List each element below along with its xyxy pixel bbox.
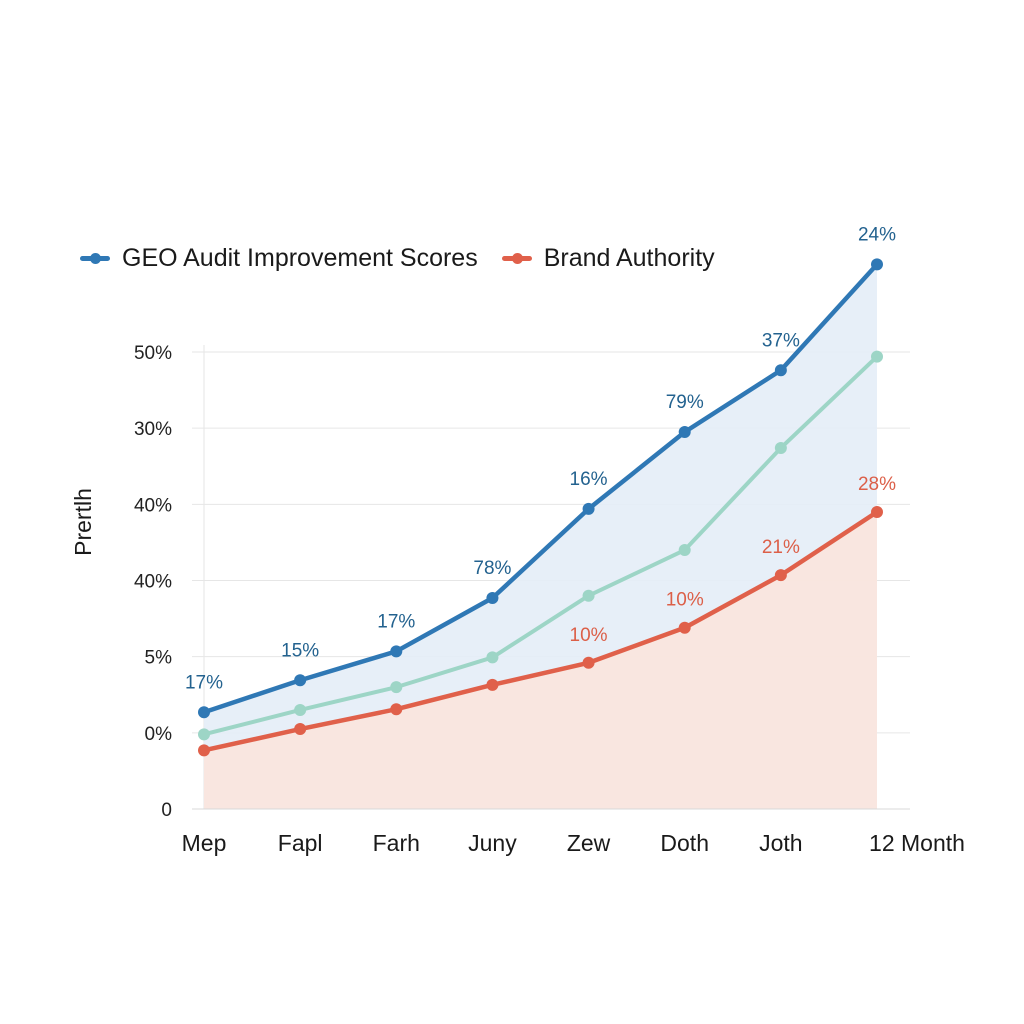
data-point: [871, 505, 883, 518]
data-point: [678, 544, 691, 557]
legend-label-geo: GEO Audit Improvement Scores: [122, 244, 478, 272]
data-point: [678, 621, 691, 634]
data-point: [294, 674, 307, 687]
data-point: [774, 441, 787, 454]
y-tick-label: 40%: [134, 572, 172, 593]
data-label: 37%: [762, 330, 800, 351]
y-tick-label: 0%: [145, 724, 173, 745]
data-point: [582, 656, 595, 669]
data-label: 17%: [185, 672, 223, 693]
y-tick-label: 50%: [134, 343, 172, 364]
series-line-2: [203, 510, 879, 753]
data-label: 15%: [281, 640, 319, 661]
legend-swatch-geo: [80, 253, 110, 264]
x-tick-label: Juny: [468, 830, 517, 856]
x-tick-label: Farh: [373, 830, 420, 856]
y-tick-label: 0: [161, 800, 172, 821]
data-point: [390, 681, 403, 694]
data-point: [294, 703, 307, 716]
data-point: [582, 589, 595, 602]
y-tick-label: 40%: [134, 495, 172, 516]
x-tick-label: Mep: [182, 830, 227, 856]
data-point: [486, 651, 499, 664]
data-point: [486, 592, 499, 605]
data-label: 16%: [570, 469, 608, 490]
x-tick-label: Fapl: [278, 830, 323, 856]
series-line-0: [203, 262, 879, 715]
data-point: [486, 678, 499, 691]
legend: GEO Audit Improvement Scores Brand Autho…: [80, 244, 739, 273]
area-fill-2: [204, 511, 877, 809]
data-point: [390, 645, 403, 658]
data-label: 21%: [762, 537, 800, 558]
data-label: 10%: [666, 590, 704, 611]
data-point: [871, 350, 883, 363]
x-tick-label: Joth: [759, 830, 802, 856]
data-point: [774, 364, 787, 377]
data-point: [582, 502, 595, 515]
y-tick-label: 5%: [145, 648, 173, 669]
x-tick-label: Zew: [567, 830, 611, 856]
x-tick-label: Doth: [660, 830, 709, 856]
data-point: [198, 744, 210, 757]
data-label: 78%: [473, 558, 511, 579]
series-line-1: [203, 355, 879, 737]
y-axis-label: Prertlh: [70, 488, 96, 556]
legend-item-geo[interactable]: GEO Audit Improvement Scores: [80, 244, 478, 273]
legend-swatch-brand: [501, 253, 532, 264]
legend-label-brand: Brand Authority: [543, 244, 715, 272]
data-point: [294, 723, 307, 736]
x-tick-label: 12 Month: [869, 830, 965, 856]
data-label: 28%: [858, 474, 896, 495]
legend-item-brand[interactable]: Brand Authority: [501, 244, 715, 273]
data-point: [198, 706, 210, 719]
data-label: 24%: [858, 224, 896, 245]
data-point: [198, 728, 210, 741]
y-tick-label: 30%: [134, 419, 172, 440]
data-label: 17%: [377, 611, 415, 632]
data-label: 10%: [570, 625, 608, 646]
data-point: [871, 258, 883, 271]
data-point: [390, 703, 403, 716]
data-label: 79%: [666, 392, 704, 413]
data-point: [774, 569, 787, 582]
data-point: [678, 425, 691, 438]
